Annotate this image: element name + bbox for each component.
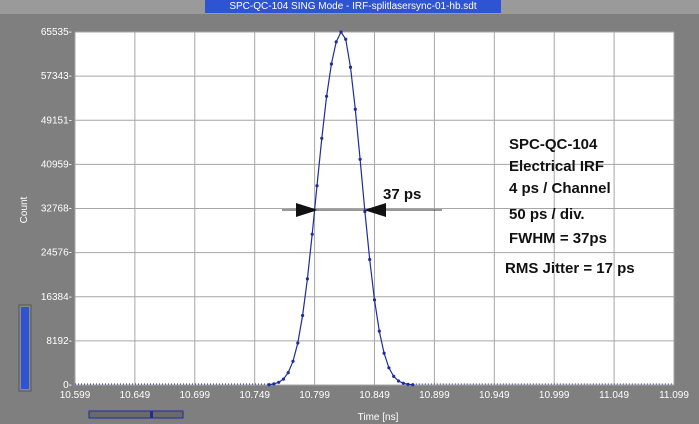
window-title: SPC-QC-104 SING Mode - IRF-splitlasersyn… [205,0,501,13]
data-point [272,382,276,386]
y-tick-label: 0- [63,380,72,391]
data-point [363,210,367,214]
data-point [310,232,314,236]
y-axis-ticks: 0- 8192- 16384- 24576- 32768- 40959- 49151- 573… [41,27,72,391]
fwhm-right-arrow [364,203,386,217]
data-point [344,37,348,41]
data-point [296,341,300,345]
annotation-line: RMS Jitter = 17 ps [505,260,635,277]
y-tick-label: 16384- [41,292,72,303]
data-point [392,374,396,378]
x-tick-label: 10.599 [60,390,91,401]
data-point [372,298,377,302]
title-bar: SPC-QC-104 SING Mode - IRF-splitlasersyn… [0,0,699,14]
x-tick-label: 10.799 [299,390,330,401]
data-point [315,184,319,188]
data-point [411,383,415,387]
data-point [286,371,290,375]
y-tick-label: 65535- [41,27,72,38]
y-tick-label: 49151- [41,115,72,126]
x-tick-label: 10.999 [539,390,570,401]
scrollbar-thumb[interactable] [150,411,153,418]
data-point [334,40,338,44]
data-point [358,157,362,161]
y-tick-label: 57343- [41,71,72,82]
x-tick-label: 11.049 [599,390,629,401]
data-point [281,377,286,381]
level-indicator-fill [21,307,29,389]
data-point [291,359,295,363]
x-axis-title: Time [ns] [358,412,399,423]
data-point [382,351,386,355]
y-tick-label: 24576- [41,248,72,259]
annotation-line: FWHM = 37ps [509,230,607,247]
data-point [353,107,357,111]
annotation-line: 4 ps / Channel [509,180,611,197]
data-point [305,277,309,281]
x-tick-label: 11.099 [659,390,689,401]
x-axis-ticks: 10.599 10.649 10.699 10.749 10.799 10.849 10.8… [60,390,690,401]
x-tick-label: 10.899 [419,390,450,401]
annotation-line: 50 ps / div. [509,206,585,223]
data-point [277,380,281,384]
y-tick-label: 40959- [41,159,72,170]
data-point [368,257,372,262]
x-tick-label: 10.749 [239,390,270,401]
horizontal-scrollbar[interactable] [88,410,184,419]
fwhm-left-arrow [296,203,318,217]
annotation-line: SPC-QC-104 [509,136,598,153]
data-point [301,313,305,318]
fwhm-marker [282,203,442,217]
x-tick-label: 10.699 [180,390,211,401]
data-point [406,382,410,386]
data-point [320,136,324,140]
data-point [387,366,391,370]
data-point [325,94,329,98]
data-point [348,65,353,69]
data-point [267,383,271,387]
data-point [396,379,401,383]
y-axis-title: Count [19,196,30,223]
data-point [401,381,405,385]
annotation-line: Electrical IRF [509,158,604,175]
x-tick-label: 10.849 [359,390,390,401]
x-tick-label: 10.649 [120,390,151,401]
x-tick-label: 10.949 [479,390,510,401]
data-point [329,62,333,66]
y-tick-label: 32768- [41,204,72,215]
data-point [377,329,381,333]
data-points [267,30,415,387]
data-point [339,30,343,34]
fwhm-label: 37 ps [383,186,421,203]
y-tick-label: 8192- [46,336,72,347]
